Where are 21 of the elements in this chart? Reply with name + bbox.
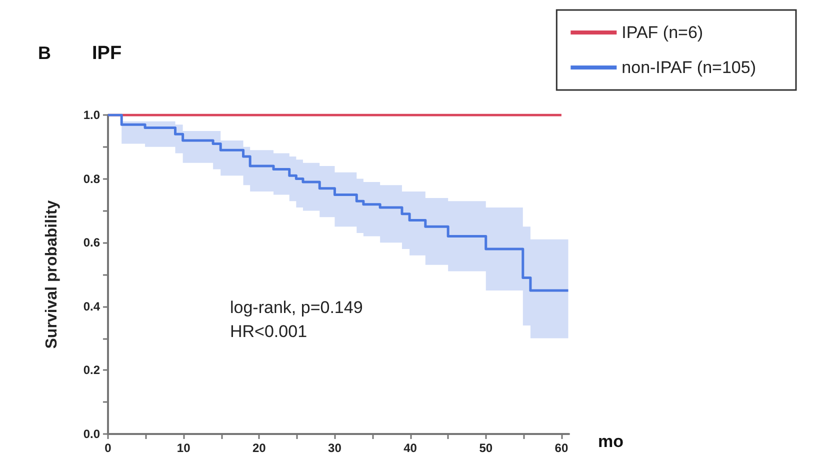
y-tick-label: 0.4 <box>83 299 100 314</box>
annotation: HR<0.001 <box>230 322 308 341</box>
x-tick-label: 30 <box>328 441 342 455</box>
x-tick-label: 20 <box>252 441 266 455</box>
legend-label: non-IPAF (n=105) <box>622 58 756 77</box>
x-tick-label: 0 <box>104 441 112 455</box>
annotation: log-rank, p=0.149 <box>230 298 363 317</box>
y-tick-label: 1.0 <box>83 108 100 122</box>
text: B <box>38 43 51 63</box>
y-tick-label: 0.2 <box>83 363 100 378</box>
x-tick-label: 50 <box>479 441 493 455</box>
x-tick-label: 40 <box>404 441 418 455</box>
x-tick-label: 60 <box>554 441 568 455</box>
y-tick-label: 0.6 <box>83 236 100 250</box>
chart-title: IPF <box>92 43 122 64</box>
y-tick-label: 0.0 <box>83 427 100 441</box>
y-tick-label: 0.8 <box>83 172 100 186</box>
y-axis-title: Survival probability <box>44 200 60 349</box>
x-tick-label: 10 <box>176 441 191 455</box>
legend-label: IPAF (n=6) <box>622 23 704 42</box>
x-axis-title: mo <box>598 432 624 451</box>
